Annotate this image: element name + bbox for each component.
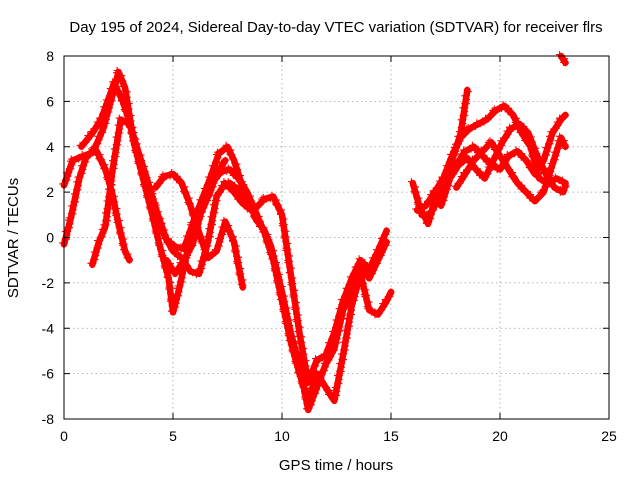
series-track-13 [556,51,569,67]
series-band [226,179,390,386]
data-series [59,51,570,414]
series-track-6 [161,164,395,405]
axis-ticks: 0 5 10 15 20 25 -8 -6 -4 -2 0 2 4 6 8 [42,48,617,444]
y-tick-label: 2 [46,184,54,200]
y-tick-label: 4 [46,139,54,155]
series-markers [161,164,395,404]
x-tick-label: 20 [492,428,508,444]
y-tick-label: 8 [46,48,54,64]
y-tick-label: 0 [46,230,54,246]
chart-title: Day 195 of 2024, Sidereal Day-to-day VTE… [69,19,602,36]
y-tick-label: -6 [42,366,55,382]
y-tick-label: -2 [42,275,55,291]
y-tick-label: -4 [42,320,55,336]
series-markers [556,51,569,67]
series-markers [451,132,569,204]
y-tick-label: 6 [46,93,54,109]
series-track-12 [451,132,569,205]
x-tick-label: 5 [169,428,177,444]
series-track-7 [224,178,391,386]
x-tick-label: 25 [601,428,617,444]
y-axis-label: SDTVAR / TECUs [5,178,22,298]
x-tick-label: 0 [60,428,68,444]
series-markers [224,178,391,385]
x-tick-label: 10 [274,428,290,444]
x-tick-label: 15 [383,428,399,444]
y-tick-label: -8 [42,411,55,427]
grid-lines [64,56,609,419]
x-axis-label: GPS time / hours [279,457,393,474]
